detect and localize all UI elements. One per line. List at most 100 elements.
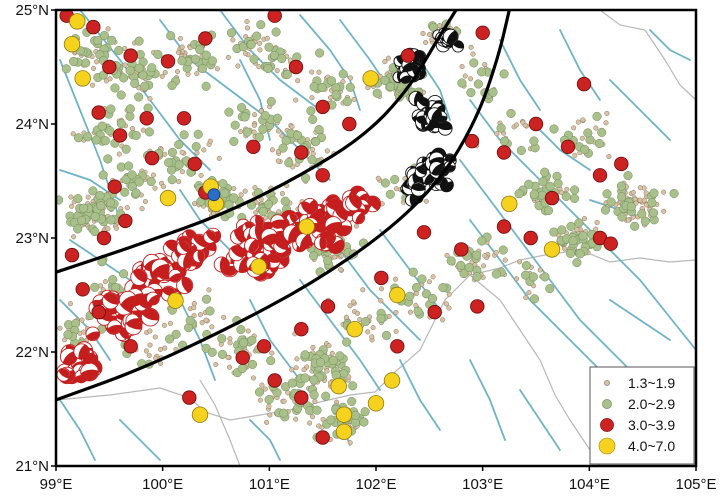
event-magnitude-2.0-2.9 [179, 130, 189, 140]
event-magnitude-1.3-1.9 [274, 68, 280, 74]
event-magnitude-2.0-2.9 [263, 63, 273, 74]
event-magnitude-1.3-1.9 [295, 78, 301, 84]
event-magnitude-1.3-1.9 [561, 246, 568, 252]
event-magnitude-2.0-2.9 [134, 92, 144, 102]
event-magnitude-1.3-1.9 [81, 329, 87, 335]
event-magnitude-2.0-2.9 [499, 69, 509, 79]
event-magnitude-2.0-2.9 [174, 140, 184, 150]
event-magnitude-2.0-2.9 [328, 356, 338, 366]
x-tick-label: 102°E [355, 476, 396, 493]
event-magnitude-2.0-2.9 [264, 395, 274, 405]
event-magnitude-1.3-1.9 [221, 314, 227, 320]
event-magnitude-1.3-1.9 [257, 397, 263, 403]
event-magnitude-2.0-2.9 [528, 272, 538, 282]
event-magnitude-2.0-2.9 [177, 56, 187, 66]
highlighted-event [207, 188, 221, 202]
event-magnitude-1.3-1.9 [269, 147, 275, 153]
event-magnitude-2.0-2.9 [459, 269, 469, 279]
event-magnitude-2.0-2.9 [144, 127, 154, 137]
focal-mechanism-red [324, 216, 343, 234]
event-magnitude-2.0-2.9 [164, 158, 174, 168]
event-magnitude-2.0-2.9 [529, 294, 540, 304]
event-magnitude-3.0-3.9 [614, 156, 629, 172]
event-magnitude-1.3-1.9 [661, 189, 667, 195]
y-tick-label: 21°N [15, 458, 49, 475]
event-magnitude-1.3-1.9 [430, 274, 436, 280]
event-magnitude-1.3-1.9 [139, 206, 145, 212]
event-magnitude-1.3-1.9 [262, 386, 268, 392]
event-magnitude-2.0-2.9 [438, 283, 448, 293]
event-magnitude-2.0-2.9 [647, 198, 657, 208]
focal-mechanism-red [176, 276, 194, 294]
event-magnitude-2.0-2.9 [119, 73, 129, 83]
x-tick-label: 99°E [40, 476, 73, 493]
event-magnitude-1.3-1.9 [179, 149, 185, 155]
focal-mechanism-black [410, 181, 426, 197]
event-magnitude-1.3-1.9 [179, 169, 185, 175]
event-magnitude-2.0-2.9 [90, 282, 100, 292]
event-magnitude-2.0-2.9 [258, 206, 268, 217]
legend-label-small: 1.3~1.9 [628, 375, 675, 391]
event-magnitude-3.0-3.9 [139, 111, 154, 126]
focal-mechanism-red [140, 307, 160, 327]
event-magnitude-2.0-2.9 [361, 316, 371, 327]
event-magnitude-1.3-1.9 [593, 125, 599, 131]
event-magnitude-1.3-1.9 [564, 186, 570, 192]
event-magnitude-2.0-2.9 [473, 79, 483, 89]
event-magnitude-2.0-2.9 [359, 417, 369, 427]
event-magnitude-1.3-1.9 [199, 320, 205, 326]
event-magnitude-2.0-2.9 [499, 136, 509, 146]
event-magnitude-1.3-1.9 [572, 152, 578, 158]
event-magnitude-2.0-2.9 [201, 50, 211, 60]
event-magnitude-2.0-2.9 [266, 356, 276, 366]
event-magnitude-2.0-2.9 [306, 106, 316, 116]
event-magnitude-1.3-1.9 [347, 75, 354, 81]
event-magnitude-3.0-3.9 [75, 282, 90, 297]
x-tick-label: 104°E [569, 476, 610, 493]
event-magnitude-4.0-7.0 [335, 406, 353, 423]
event-magnitude-2.0-2.9 [146, 177, 156, 187]
event-magnitude-2.0-2.9 [540, 167, 550, 177]
event-magnitude-3.0-3.9 [123, 48, 138, 63]
legend-swatch-major [598, 437, 616, 455]
event-magnitude-2.0-2.9 [549, 124, 559, 134]
legend-swatch-medium [602, 399, 612, 409]
event-magnitude-2.0-2.9 [246, 39, 256, 50]
event-magnitude-2.0-2.9 [143, 103, 153, 113]
event-magnitude-3.0-3.9 [288, 59, 304, 75]
event-magnitude-2.0-2.9 [386, 82, 396, 92]
event-magnitude-2.0-2.9 [648, 208, 659, 218]
event-magnitude-1.3-1.9 [446, 291, 452, 297]
event-magnitude-1.3-1.9 [310, 344, 316, 351]
event-magnitude-1.3-1.9 [238, 129, 244, 135]
event-magnitude-2.0-2.9 [171, 329, 181, 339]
event-magnitude-2.0-2.9 [167, 147, 177, 157]
event-magnitude-1.3-1.9 [382, 59, 388, 65]
event-magnitude-3.0-3.9 [576, 76, 592, 92]
event-magnitude-1.3-1.9 [630, 189, 636, 195]
event-magnitude-3.0-3.9 [320, 299, 336, 314]
focal-mechanism-red [270, 214, 285, 229]
event-magnitude-2.0-2.9 [73, 224, 83, 234]
event-magnitude-2.0-2.9 [572, 258, 582, 268]
event-magnitude-1.3-1.9 [124, 205, 130, 211]
focal-mechanism-red [168, 268, 182, 283]
event-magnitude-3.0-3.9 [315, 99, 330, 115]
event-magnitude-2.0-2.9 [413, 306, 423, 316]
y-tick-label: 22°N [15, 344, 49, 361]
event-magnitude-2.0-2.9 [99, 30, 109, 41]
event-magnitude-2.0-2.9 [205, 306, 215, 316]
event-magnitude-2.0-2.9 [331, 90, 341, 100]
event-magnitude-2.0-2.9 [348, 381, 358, 391]
event-magnitude-2.0-2.9 [469, 58, 479, 68]
event-magnitude-1.3-1.9 [329, 350, 335, 356]
event-magnitude-2.0-2.9 [125, 66, 135, 76]
event-magnitude-1.3-1.9 [338, 267, 344, 273]
event-magnitude-1.3-1.9 [267, 412, 273, 418]
fault-line [299, 14, 361, 111]
event-magnitude-1.3-1.9 [571, 125, 577, 131]
event-magnitude-1.3-1.9 [213, 361, 219, 368]
axis-ticks: 99°E 100°E 101°E 102°E 103°E 104°E 105°E 21°N 22… [15, 2, 716, 493]
event-magnitude-1.3-1.9 [520, 119, 526, 125]
